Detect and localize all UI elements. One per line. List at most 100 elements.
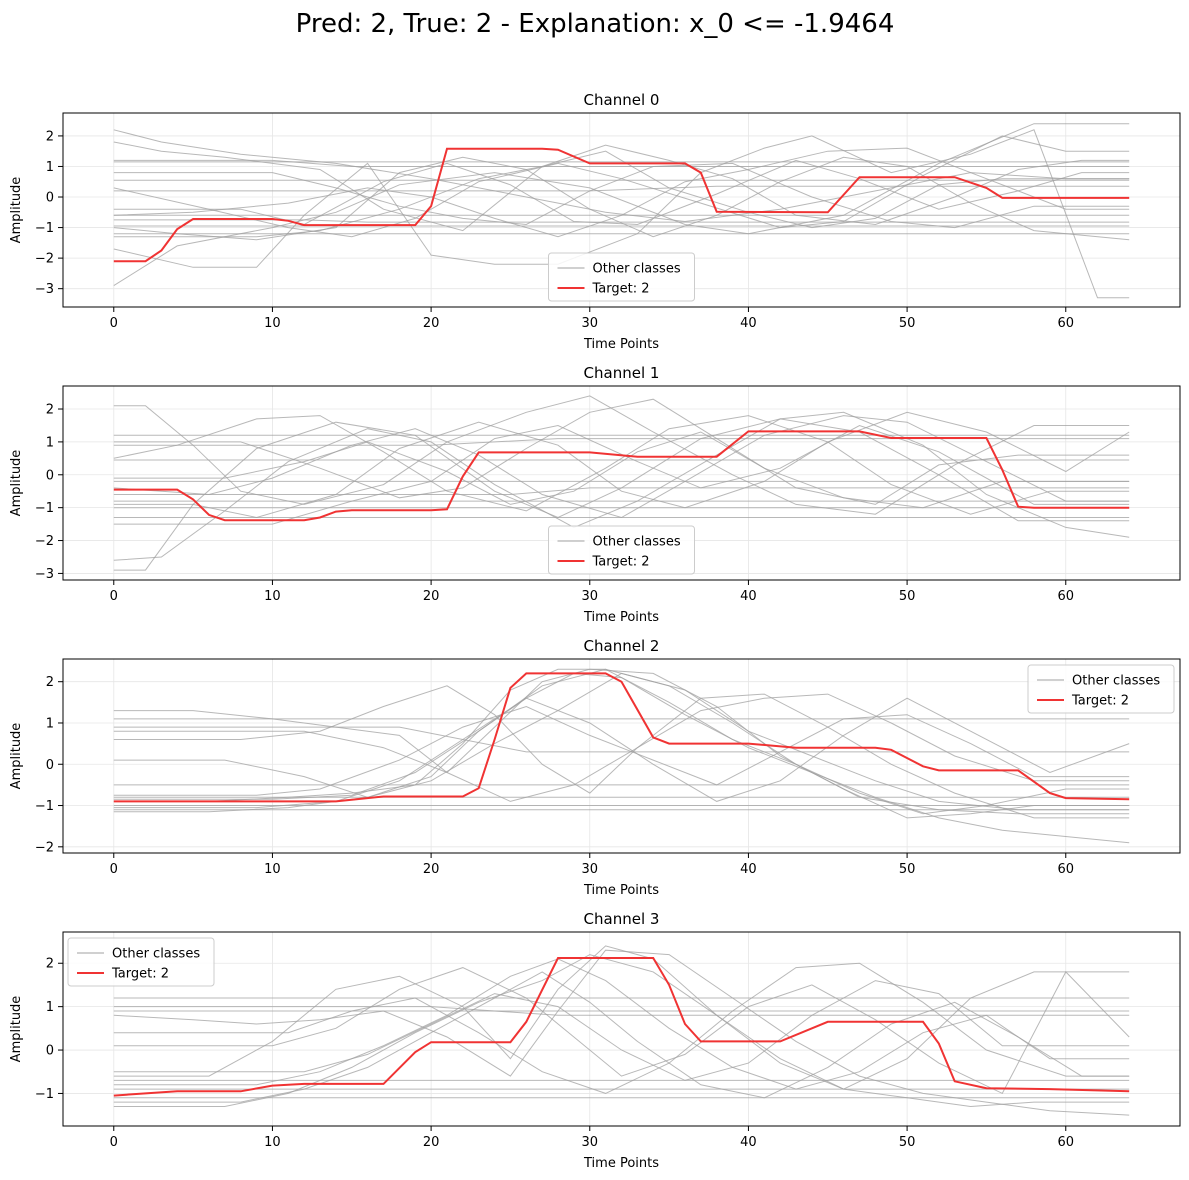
axes-frame [62,658,1181,854]
y-tick-label: −1 [35,501,54,516]
legend: Other classes Target: 2 [548,252,695,302]
y-axis-label: Amplitude [9,177,24,244]
other-class-line-10 [113,411,1130,561]
chart-channel-0: 0 10 20 30 40 50 60 −3 −2 −1 0 1 2 Channel 0 Time Poin… [9,91,1181,352]
y-tick-label: −1 [35,1087,54,1102]
x-tick-label: 60 [1057,316,1074,331]
legend-target-label: Target: 2 [592,555,650,570]
x-tick-label: 10 [264,1135,281,1150]
other-class-line-9 [113,967,1130,1095]
other-class-line-6 [113,487,1130,495]
x-tick-label: 50 [899,862,916,877]
other-class-line-13 [113,693,1130,802]
chart-channel-2: 0 10 20 30 40 50 60 −2 −1 0 1 2 Channel 2 Time Points… [9,637,1181,898]
x-tick-label: 0 [110,316,118,331]
x-tick-label: 30 [581,1135,598,1150]
y-tick-label: 1 [46,160,54,175]
other-class-line-15 [113,162,1130,229]
other-class-line-10 [113,129,1130,299]
channel-title: Channel 0 [584,91,660,109]
other-class-line-11 [113,415,1130,515]
series-group [113,668,1130,844]
y-tick-label: 1 [46,716,54,731]
other-class-line-6 [113,949,1130,1116]
x-axis-label: Time Points [583,337,659,352]
legend-other-label: Other classes [593,535,681,550]
chart-channel-3: 0 10 20 30 40 50 60 −1 0 1 2 Channel 3 Time Points Am… [9,910,1181,1171]
y-tick-label: 1 [46,435,54,450]
x-tick-label: 40 [740,1135,757,1150]
channel-title: Channel 2 [584,637,660,655]
other-class-line-17 [113,150,1130,238]
target-series-line [113,957,1130,1097]
other-class-line-5 [113,438,1130,446]
x-tick-label: 0 [110,862,118,877]
figure-title: Pred: 2, True: 2 - Explanation: x_0 <= -… [296,9,895,39]
y-tick-label: −3 [35,567,54,582]
other-class-line-16 [113,424,1130,525]
y-tick-label: −3 [35,282,54,297]
x-tick-label: 20 [423,316,440,331]
other-class-line-11 [113,141,1130,232]
other-class-line-12 [113,415,1130,519]
series-group [113,123,1130,299]
x-tick-label: 40 [740,316,757,331]
legend-target-label: Target: 2 [111,967,169,982]
legend-box [548,525,695,575]
legend-other-label: Other classes [112,947,200,962]
other-class-line-11 [113,954,1130,1108]
x-axis-label: Time Points [583,883,659,898]
other-class-line-10 [113,958,1130,1090]
y-tick-label: −1 [35,221,54,236]
x-tick-label: 50 [899,1135,916,1150]
x-tick-label: 10 [264,862,281,877]
other-class-line-8 [113,685,1130,819]
other-class-line-9 [113,395,1130,515]
x-tick-label: 0 [110,1135,118,1150]
other-class-line-14 [113,398,1130,505]
y-axis-label: Amplitude [9,723,24,790]
legend: Other classes Target: 2 [1027,664,1175,714]
other-class-line-4 [113,1006,1130,1016]
x-axis-label: Time Points [583,1156,659,1171]
channel-title: Channel 1 [584,364,660,382]
other-class-line-15 [113,431,1130,509]
legend-box [1027,664,1175,714]
x-tick-label: 20 [423,589,440,604]
axes-frame [62,112,1181,308]
legend-box [67,937,215,987]
x-axis-label: Time Points [583,610,659,625]
other-class-line-7 [113,668,1130,815]
x-tick-label: 50 [899,589,916,604]
x-tick-label: 60 [1057,589,1074,604]
legend: Other classes Target: 2 [548,525,695,575]
x-tick-label: 10 [264,316,281,331]
other-class-line-14 [113,159,1130,226]
y-tick-label: 0 [46,468,54,483]
y-axis-label: Amplitude [9,996,24,1063]
other-class-line-9 [113,123,1130,287]
other-class-line-10 [113,697,1130,802]
x-tick-label: 40 [740,862,757,877]
channel-title: Channel 3 [584,910,660,928]
y-tick-label: 2 [46,403,54,418]
other-class-line-8 [113,971,1130,1103]
x-tick-label: 0 [110,589,118,604]
x-tick-label: 20 [423,1135,440,1150]
legend-box [548,252,695,302]
y-tick-label: 1 [46,1000,54,1015]
x-tick-label: 60 [1057,1135,1074,1150]
y-tick-label: 0 [46,1044,54,1059]
other-class-line-12 [113,962,1130,1094]
other-class-line-13 [113,411,1130,519]
series-group [113,395,1130,571]
x-tick-label: 60 [1057,862,1074,877]
x-tick-label: 30 [581,589,598,604]
legend: Other classes Target: 2 [67,937,215,987]
target-series-line [113,147,1130,263]
y-tick-label: 2 [46,129,54,144]
x-tick-label: 10 [264,589,281,604]
y-tick-label: −2 [35,534,54,549]
other-class-line-9 [113,672,1130,844]
